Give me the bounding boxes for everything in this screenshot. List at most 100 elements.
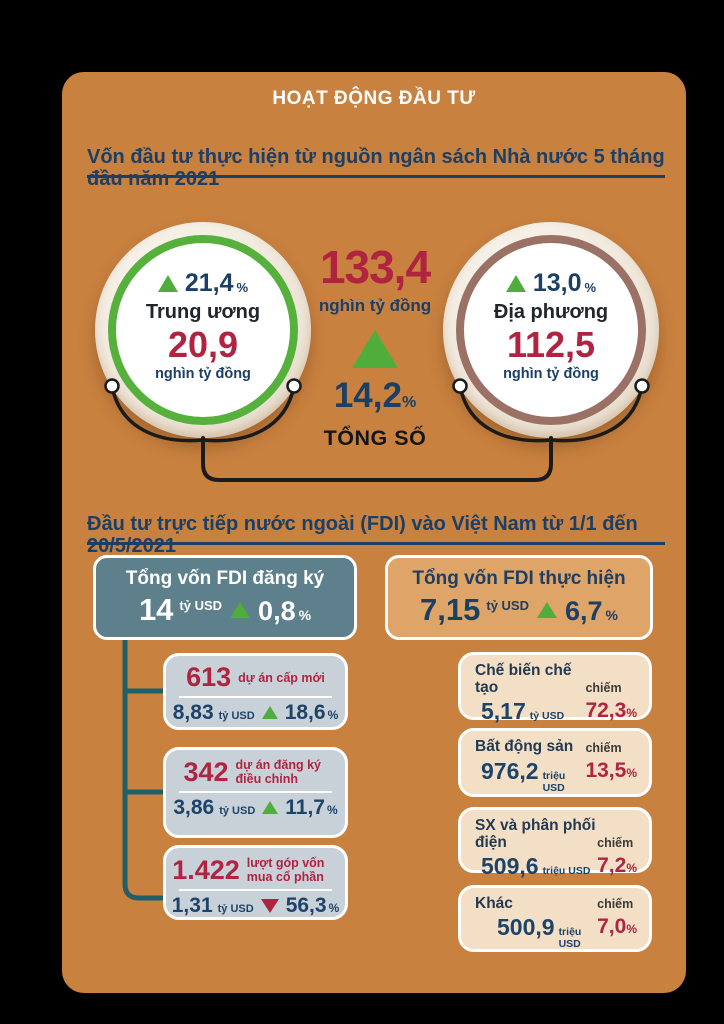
adjusted-projects-box: 342 dự án đăng ký điều chỉnh 3,86 tỷ USD… (163, 747, 348, 838)
section-divider (87, 542, 665, 545)
sector-name: Chế biến chế tạo (475, 662, 572, 697)
adjusted-projects-change: 11,7 (285, 796, 325, 819)
percent-sign: % (326, 803, 338, 817)
share-label: chiếm (597, 836, 634, 851)
divider (179, 889, 332, 891)
capital-contribution-count: 1.422 (172, 854, 240, 885)
adjusted-projects-value-row: 3,86 tỷ USD 11,7 % (166, 797, 345, 818)
percent-sign: % (298, 607, 312, 623)
adjusted-projects-value: 3,86 (173, 796, 215, 819)
new-projects-value: 8,83 (172, 701, 214, 724)
sector-electricity-box: SX và phân phối điện chiếm 509,6 triệu U… (458, 807, 652, 879)
sector-share: 7,2% (597, 854, 637, 879)
up-triangle-icon (262, 801, 279, 814)
central-label: Trung ương (145, 301, 261, 323)
sector-name: Khác (475, 895, 513, 912)
fdi-section-title: Đầu tư trực tiếp nước ngoài (FDI) vào Vi… (87, 513, 638, 557)
sector-share: 13,5% (585, 759, 637, 794)
up-triangle-icon (505, 275, 526, 292)
local-budget-circle-inner: 13,0 % Địa phương 112,5 nghìn tỷ đồng (456, 235, 646, 425)
adjusted-projects-label: dự án đăng ký điều chỉnh (235, 758, 321, 786)
fdi-implemented-box: Tổng vốn FDI thực hiện 7,15 tỷ USD 6,7% (385, 555, 653, 640)
local-label: Địa phương (493, 301, 609, 323)
sector-share-value: 13,5 (585, 758, 627, 782)
share-label: chiếm (597, 897, 634, 912)
percent-sign: % (626, 861, 637, 876)
sector-share-value: 7,2 (597, 854, 627, 878)
total-growth-value: 14,2 (333, 376, 402, 415)
sector-share-value: 72,3 (585, 699, 627, 723)
fdi-registered-box: Tổng vốn FDI đăng ký 14 tỷ USD 0,8% (93, 555, 357, 640)
sector-value-row: 500,9 triệu USD (475, 914, 597, 951)
sector-name: SX và phân phối điện (475, 817, 596, 852)
fdi-implemented-title: Tổng vốn FDI thực hiện (412, 568, 626, 589)
central-budget-circle-inner: 21,4 % Trung ương 20,9 nghìn tỷ đồng (108, 235, 298, 425)
up-triangle-icon (536, 601, 557, 618)
local-unit: nghìn tỷ đồng (503, 365, 599, 382)
local-growth-value: 13,0 (532, 269, 582, 297)
new-projects-header: 613 dự án cấp mới (166, 664, 345, 691)
fdi-implemented-value-row: 7,15 tỷ USD 6,7% (388, 594, 650, 625)
percent-sign: % (236, 280, 249, 295)
page-title: HOẠT ĐỘNG ĐẦU TƯ (272, 88, 476, 109)
fdi-registered-growth: 0,8 (258, 596, 296, 626)
sector-unit: triệu USD (542, 769, 566, 794)
up-triangle-icon (157, 275, 178, 292)
hanging-strings-graphic (104, 378, 650, 482)
sector-unit: triệu USD (558, 926, 582, 951)
percent-sign: % (605, 607, 618, 623)
fdi-registered-value: 14 (138, 592, 174, 627)
sector-realestate-box: Bất động sản chiếm 976,2 triệu USD 13,5% (458, 728, 652, 797)
local-budget-circle: 13,0 % Địa phương 112,5 nghìn tỷ đồng (443, 222, 659, 438)
new-projects-count: 613 (186, 662, 232, 692)
sector-value: 500,9 (497, 914, 555, 941)
down-triangle-icon (260, 898, 279, 913)
share-label: chiếm (585, 681, 622, 696)
sector-share-value: 7,0 (597, 915, 627, 939)
investment-activity-card: HOẠT ĐỘNG ĐẦU TƯ Vốn đầu tư thực hiện từ… (62, 72, 686, 993)
percent-sign: % (626, 922, 637, 937)
capital-contribution-change: 56,3 (285, 894, 327, 917)
sector-unit: triệu USD (542, 865, 591, 878)
new-projects-box: 613 dự án cấp mới 8,83 tỷ USD 18,6 % (163, 653, 348, 730)
adjusted-projects-header: 342 dự án đăng ký điều chỉnh (166, 758, 345, 786)
sector-name: Bất động sản (475, 738, 574, 755)
adjusted-projects-count: 342 (183, 756, 229, 787)
fdi-implemented-value: 7,15 (420, 592, 481, 627)
fdi-registered-value-row: 14 tỷ USD 0,8% (96, 594, 354, 625)
fdi-implemented-unit: tỷ USD (486, 598, 529, 613)
central-value: 20,9 (167, 324, 239, 365)
divider (179, 696, 332, 698)
sector-value-row: 5,17 tỷ USD (475, 698, 585, 725)
total-value: 133,4 (319, 241, 431, 293)
total-growth: 14,2% (298, 378, 452, 413)
state-budget-section-title: Vốn đầu tư thực hiện từ nguồn ngân sách … (87, 146, 665, 190)
percent-sign: % (328, 901, 340, 915)
share-label: chiếm (585, 740, 622, 755)
sector-value: 5,17 (481, 698, 526, 725)
fdi-registered-unit: tỷ USD (179, 598, 223, 613)
new-projects-unit: tỷ USD (218, 710, 255, 722)
sector-value-row: 976,2 triệu USD (475, 757, 585, 794)
capital-contribution-label: lượt góp vốn mua cổ phần (246, 856, 325, 884)
sector-unit: tỷ USD (529, 710, 565, 723)
capital-contribution-value-row: 1,31 tỷ USD 56,3 % (166, 895, 345, 916)
sector-value: 976,2 (481, 757, 539, 784)
new-projects-label: dự án cấp mới (238, 670, 325, 685)
central-growth-value: 21,4 (184, 269, 234, 297)
percent-sign: % (327, 708, 339, 722)
percent-sign: % (401, 394, 417, 411)
new-projects-value-row: 8,83 tỷ USD 18,6 % (166, 702, 345, 723)
central-unit: nghìn tỷ đồng (155, 365, 251, 382)
local-growth-row: 13,0 % (505, 269, 596, 298)
total-summary: 133,4 nghìn tỷ đồng 14,2% TỔNG SỐ (298, 222, 452, 451)
sector-value: 509,6 (481, 853, 539, 880)
central-growth-row: 21,4 % (157, 269, 249, 298)
capital-contribution-header: 1.422 lượt góp vốn mua cổ phần (166, 856, 345, 884)
total-unit: nghìn tỷ đồng (318, 296, 432, 315)
capital-contribution-unit: tỷ USD (217, 903, 254, 915)
up-triangle-icon (230, 601, 251, 618)
total-label: TỔNG SỐ (323, 426, 427, 450)
capital-contribution-value: 1,31 (171, 894, 213, 917)
